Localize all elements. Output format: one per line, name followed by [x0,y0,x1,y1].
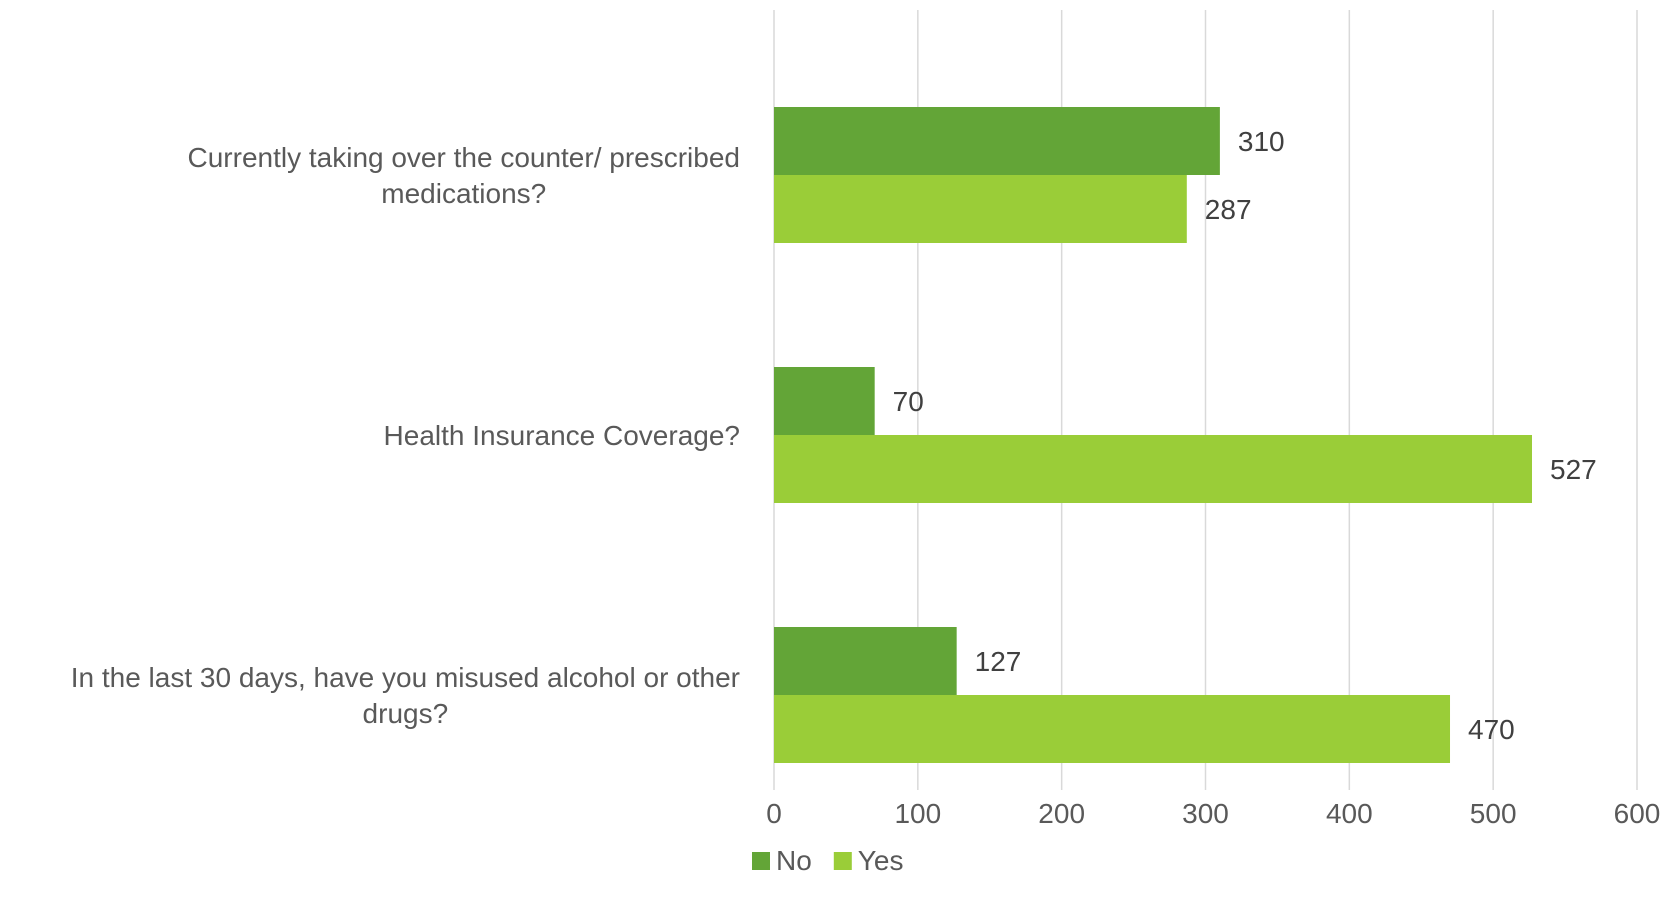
bar-yes [774,175,1187,243]
bar-no [774,107,1220,175]
x-tick-label: 300 [1182,798,1229,829]
data-label: 127 [975,646,1022,677]
x-tick-label: 0 [766,798,782,829]
data-label: 287 [1205,194,1252,225]
category-labels: Currently taking over the counter/ presc… [71,142,740,729]
x-axis-tick-labels: 0 100 200 300 400 500 600 [766,798,1660,829]
legend-label-no: No [776,845,812,876]
data-labels: 310 287 70 527 127 470 [893,126,1597,745]
legend-label-yes: Yes [858,845,904,876]
category-label: medications? [381,178,546,209]
data-label: 70 [893,386,924,417]
data-label: 527 [1550,454,1597,485]
legend: No Yes [752,845,903,876]
x-tick-label: 500 [1470,798,1517,829]
x-tick-label: 100 [894,798,941,829]
data-label: 470 [1468,714,1515,745]
category-label: Currently taking over the counter/ presc… [188,142,741,173]
bar-no [774,627,957,695]
x-tick-label: 400 [1326,798,1373,829]
category-label: drugs? [363,698,449,729]
legend-swatch-no [752,852,770,870]
bar-no [774,367,875,435]
legend-swatch-yes [833,852,852,870]
x-tick-label: 600 [1614,798,1661,829]
bars [774,107,1533,763]
x-tick-label: 200 [1038,798,1085,829]
category-label: Health Insurance Coverage? [384,420,740,451]
category-label: In the last 30 days, have you misused al… [71,662,740,693]
bar-yes [774,435,1533,503]
bar-yes [774,695,1451,763]
data-label: 310 [1238,126,1285,157]
